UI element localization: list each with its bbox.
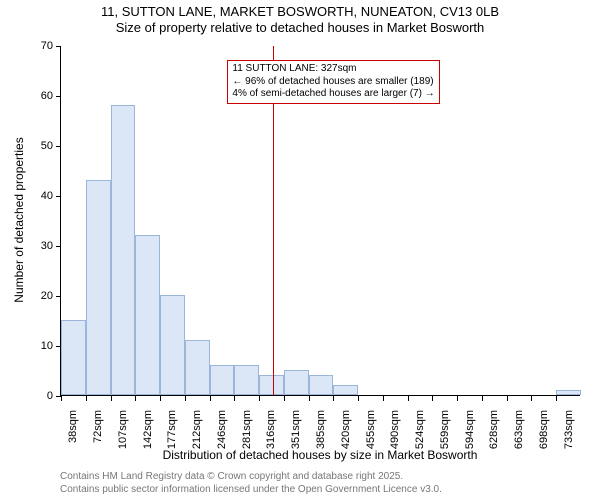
xtick (111, 395, 112, 401)
ytick (56, 196, 61, 197)
xtick (259, 395, 260, 401)
ytick-label: 60 (41, 90, 53, 102)
plot-area: 01020304050607038sqm72sqm107sqm142sqm177… (60, 46, 580, 396)
ytick (56, 46, 61, 47)
xtick (432, 395, 433, 401)
ytick (56, 146, 61, 147)
xtick (160, 395, 161, 401)
xtick (309, 395, 310, 401)
annotation-line: 11 SUTTON LANE: 327sqm (232, 63, 434, 76)
xtick (185, 395, 186, 401)
bar (309, 375, 334, 395)
bar (234, 365, 259, 395)
xtick (358, 395, 359, 401)
chart-root: 11, SUTTON LANE, MARKET BOSWORTH, NUNEAT… (0, 0, 600, 500)
annotation-box: 11 SUTTON LANE: 327sqm← 96% of detached … (227, 60, 439, 104)
bar (86, 180, 111, 395)
xtick (482, 395, 483, 401)
xtick (86, 395, 87, 401)
xtick (507, 395, 508, 401)
xtick (531, 395, 532, 401)
xtick (234, 395, 235, 401)
title-line-1: 11, SUTTON LANE, MARKET BOSWORTH, NUNEAT… (0, 4, 600, 20)
chart-titles: 11, SUTTON LANE, MARKET BOSWORTH, NUNEAT… (0, 0, 600, 35)
ytick-label: 20 (41, 290, 53, 302)
annotation-line: 4% of semi-detached houses are larger (7… (232, 88, 434, 101)
ytick (56, 246, 61, 247)
xtick (284, 395, 285, 401)
xtick (135, 395, 136, 401)
xtick (210, 395, 211, 401)
xtick (457, 395, 458, 401)
caption-line-2: Contains public sector information licen… (60, 484, 442, 497)
bar (61, 320, 86, 395)
bar (185, 340, 210, 395)
plot-wrap: 01020304050607038sqm72sqm107sqm142sqm177… (60, 46, 580, 396)
bar (284, 370, 309, 395)
ytick-label: 70 (41, 40, 53, 52)
xtick (61, 395, 62, 401)
ytick-label: 10 (41, 340, 53, 352)
ytick (56, 296, 61, 297)
bar (259, 375, 284, 395)
ytick-label: 0 (47, 390, 53, 402)
annotation-line: ← 96% of detached houses are smaller (18… (232, 76, 434, 89)
caption-line-1: Contains HM Land Registry data © Crown c… (60, 471, 442, 484)
bar (210, 365, 235, 395)
bar (556, 390, 581, 395)
xtick (408, 395, 409, 401)
y-axis-label: Number of detached properties (12, 137, 26, 302)
bar (333, 385, 358, 395)
ytick-label: 40 (41, 190, 53, 202)
xtick (556, 395, 557, 401)
ytick (56, 96, 61, 97)
x-axis-label: Distribution of detached houses by size … (60, 448, 580, 462)
xtick (333, 395, 334, 401)
bar (111, 105, 136, 395)
ytick-label: 50 (41, 140, 53, 152)
xtick (383, 395, 384, 401)
ytick-label: 30 (41, 240, 53, 252)
title-line-2: Size of property relative to detached ho… (0, 20, 600, 36)
bar (160, 295, 185, 395)
bar (135, 235, 160, 395)
caption: Contains HM Land Registry data © Crown c… (60, 471, 442, 496)
